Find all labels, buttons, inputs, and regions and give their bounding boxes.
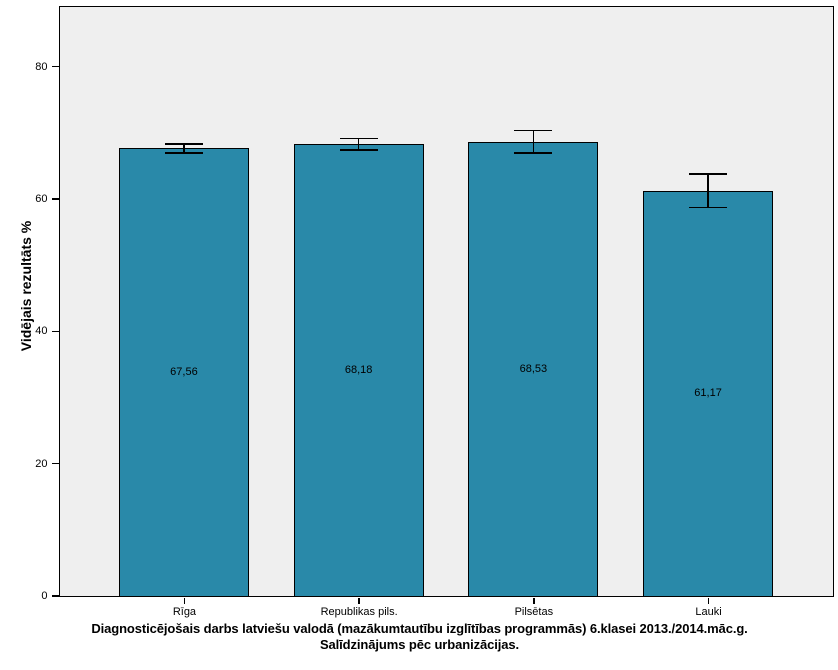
bar-value-label: 67,56 [170,365,198,378]
y-tick-label: 40 [35,325,48,338]
bar-value-label: 68,53 [519,362,548,375]
error-bar-cap [514,152,553,154]
y-tick [51,330,59,333]
x-tick [533,597,535,604]
bar-value-label: 61,17 [694,387,722,400]
x-tick-label: Rīga [172,605,197,618]
error-bar-cap [339,137,378,140]
error-bar-cap [164,152,203,154]
y-tick [51,65,59,68]
error-bar-cap [164,143,203,145]
x-axis: Rīga Republikas pils. Pilsētas Lauki [60,597,833,634]
error-bar-cap [689,173,728,175]
plot-area: 67,56 68,18 68,53 61,17 [58,5,834,597]
error-bar-stem [357,138,360,150]
x-tick [358,597,360,604]
error-bar-cap [339,149,378,151]
bar [118,148,249,596]
y-tick-label: 0 [41,590,48,602]
bar [468,141,599,596]
y-axis: 0 20 40 60 80 [0,7,59,602]
caption-line-2: Salīdzinājums pēc urbanizācijas. [319,637,520,652]
y-tick-label: 80 [35,60,48,73]
y-tick [51,198,59,200]
error-bar-stem [532,130,535,154]
error-bar-cap [689,206,728,209]
x-tick [707,597,710,604]
bar [293,144,424,596]
x-tick [183,597,186,604]
error-bar-cap [514,129,553,132]
y-tick-label: 60 [35,192,48,205]
x-tick-label: Republikas pils. [320,605,398,618]
chart-caption: Diagnosticējošais darbs latviešu valodā … [33,621,806,653]
x-tick-label: Lauki [695,605,722,618]
y-tick [51,595,59,597]
y-tick-label: 20 [35,457,48,470]
x-tick-label: Pilsētas [514,605,554,618]
y-tick [51,462,59,465]
error-bar-stem [183,143,185,153]
bar [643,190,774,596]
bar-value-label: 68,18 [344,363,373,376]
error-bar-stem [707,173,709,208]
caption-line-1: Diagnosticējošais darbs latviešu valodā … [91,621,748,636]
